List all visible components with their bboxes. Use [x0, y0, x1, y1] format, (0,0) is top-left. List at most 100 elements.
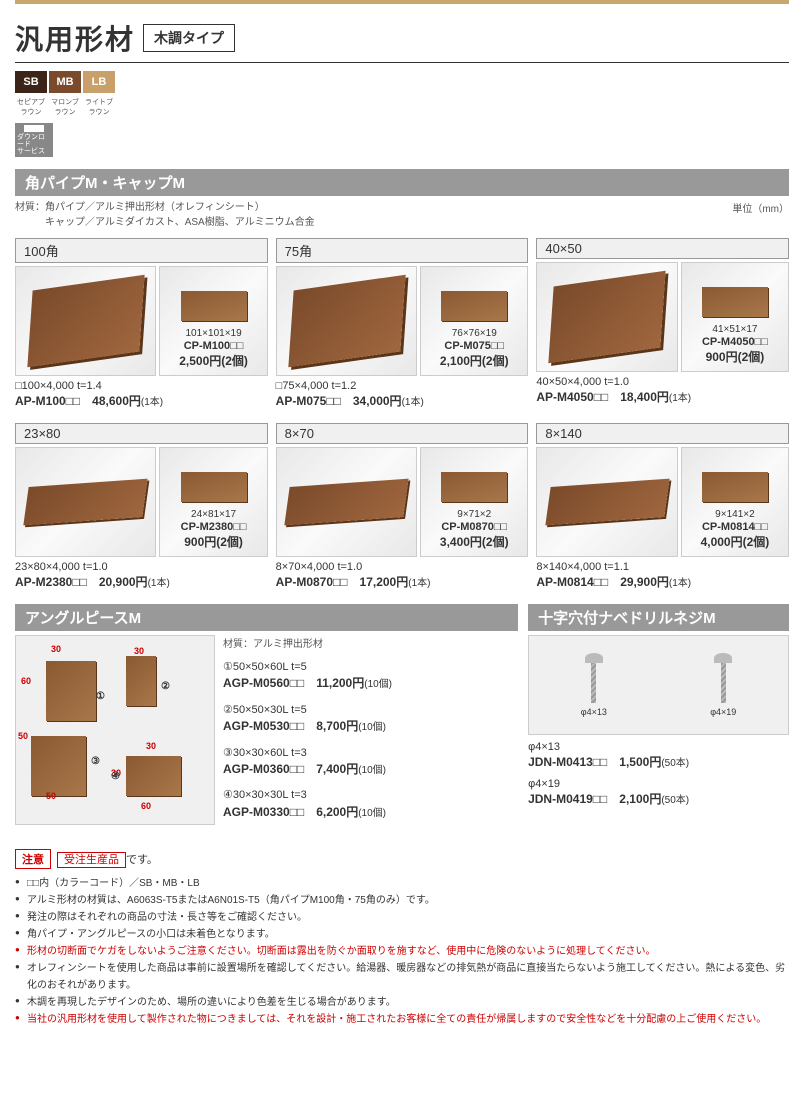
product-card: 8×140 9×141×2 CP-M0814□□ 4,000円(2個) 8×14…: [536, 423, 789, 590]
product-header: 40×50: [536, 238, 789, 259]
product-spec: 23×80×4,000 t=1.0: [15, 561, 268, 573]
cap-code: CP-M100□□: [184, 340, 244, 352]
product-code-price: AP-M4050□□ 18,400円(1本): [536, 388, 789, 405]
cap-code: CP-M075□□: [444, 340, 504, 352]
notes-list: □□内（カラーコード）／SB・MB・LBアルミ形材の材質は、A6063S-T5ま…: [15, 875, 789, 1028]
product-image-cap: 101×101×19 CP-M100□□ 2,500円(2個): [159, 266, 267, 376]
note-item: 発注の際はそれぞれの商品の寸法・長さ等をご確認ください。: [15, 909, 789, 926]
order-suffix: です。: [126, 854, 158, 866]
product-card: 8×70 9×71×2 CP-M0870□□ 3,400円(2個) 8×70×4…: [276, 423, 529, 590]
product-image-cap: 24×81×17 CP-M2380□□ 900円(2個): [159, 447, 267, 557]
cap-price: 4,000円(2個): [701, 533, 770, 550]
product-code-price: AP-M075□□ 34,000円(1本): [276, 392, 529, 409]
screw-image: φ4×13 φ4×19: [528, 635, 789, 735]
angle-piece-block: アングルピースM 30 60 50 50 30 30 60 30 ① ② ③ ④: [15, 604, 518, 831]
product-code-price: AP-M0814□□ 29,900円(1本): [536, 573, 789, 590]
product-spec: 40×50×4,000 t=1.0: [536, 376, 789, 388]
caution-badge: 注意: [15, 849, 51, 869]
cap-price: 900円(2個): [184, 533, 243, 550]
product-image-main: [276, 266, 417, 376]
cap-code: CP-M2380□□: [181, 521, 247, 533]
cap-dim: 101×101×19: [185, 327, 241, 340]
screw-icon: φ4×13: [574, 653, 614, 717]
angle-item: ②50×50×30L t=5 AGP-M0530□□ 8,700円(10個): [223, 703, 518, 736]
screw-item: φ4×13 JDN-M0413□□ 1,500円(50本): [528, 741, 789, 770]
product-spec: □75×4,000 t=1.2: [276, 380, 529, 392]
cap-price: 3,400円(2個): [440, 533, 509, 550]
angle-item: ④30×30×30L t=3 AGP-M0330□□ 6,200円(10個): [223, 788, 518, 821]
product-image-cap: 76×76×19 CP-M075□□ 2,100円(2個): [420, 266, 528, 376]
color-swatch: SB: [15, 71, 47, 93]
note-item: 木調を再現したデザインのため、場所の違いにより色差を生じる場合があります。: [15, 994, 789, 1011]
cap-price: 2,500円(2個): [179, 352, 248, 369]
product-header: 23×80: [15, 423, 268, 444]
type-badge: 木調タイプ: [143, 24, 235, 52]
product-row-1: 100角 101×101×19 CP-M100□□ 2,500円(2個) □10…: [15, 238, 789, 409]
note-item: アルミ形材の材質は、A6063S-T5またはA6N01S-T5（角パイプM100…: [15, 892, 789, 909]
product-header: 100角: [15, 238, 268, 263]
angle-diagram: 30 60 50 50 30 30 60 30 ① ② ③ ④: [15, 635, 215, 825]
order-product-line: 受注生産品です。: [57, 851, 158, 867]
angle-item-list: 材質：アルミ押出形材 ①50×50×60L t=5 AGP-M0560□□ 11…: [223, 635, 518, 831]
screw-item: φ4×19 JDN-M0419□□ 2,100円(50本): [528, 778, 789, 807]
swatch-label: ライトブラウン: [83, 97, 115, 117]
download-service-icon: ダウンロード サービス: [15, 123, 53, 157]
dl-service-text: ダウンロード サービス: [17, 134, 51, 155]
product-image-main: [15, 266, 156, 376]
screw-block: 十字穴付ナベドリルネジM φ4×13 φ4×19 φ4×13 JDN-M0413…: [528, 604, 789, 831]
angle-item: ③30×30×60L t=3 AGP-M0360□□ 7,400円(10個): [223, 746, 518, 779]
material-row: 材質：角パイプ／アルミ押出形材（オレフィンシート） キャップ／アルミダイカスト、…: [15, 200, 789, 230]
cap-dim: 76×76×19: [452, 327, 497, 340]
note-item: 当社の汎用形材を使用して製作された物につきましては、それを設計・施工されたお客様…: [15, 1011, 789, 1028]
cap-price: 2,100円(2個): [440, 352, 509, 369]
product-spec: 8×70×4,000 t=1.0: [276, 561, 529, 573]
swatch-label: セピアブラウン: [15, 97, 47, 117]
cap-dim: 9×71×2: [457, 508, 491, 521]
product-card: 100角 101×101×19 CP-M100□□ 2,500円(2個) □10…: [15, 238, 268, 409]
section-title-angle: アングルピースM: [15, 604, 518, 631]
product-image-main: [536, 262, 677, 372]
notes-section: 注意 受注生産品です。 □□内（カラーコード）／SB・MB・LBアルミ形材の材質…: [15, 849, 789, 1028]
product-image-main: [536, 447, 677, 557]
swatch-label: マロンブラウン: [49, 97, 81, 117]
order-badge: 受注生産品: [57, 852, 126, 868]
product-card: 23×80 24×81×17 CP-M2380□□ 900円(2個) 23×80…: [15, 423, 268, 590]
angle-item: ①50×50×60L t=5 AGP-M0560□□ 11,200円(10個): [223, 660, 518, 693]
product-code-price: AP-M0870□□ 17,200円(1本): [276, 573, 529, 590]
color-swatches: SBMBLB: [15, 71, 789, 93]
swatch-labels: セピアブラウンマロンブラウンライトブラウン: [15, 97, 789, 117]
section-title-screw: 十字穴付ナベドリルネジM: [528, 604, 789, 631]
cap-code: CP-M4050□□: [702, 336, 768, 348]
product-image-main: [15, 447, 156, 557]
note-item: □□内（カラーコード）／SB・MB・LB: [15, 875, 789, 892]
product-spec: □100×4,000 t=1.4: [15, 380, 268, 392]
cap-dim: 9×141×2: [715, 508, 755, 521]
cap-dim: 41×51×17: [712, 323, 757, 336]
screw-icon: φ4×19: [703, 653, 743, 717]
note-item: 形材の切断面でケガをしないようご注意ください。切断面は露出を防ぐか面取りを施すな…: [15, 943, 789, 960]
note-item: 角パイプ・アングルピースの小口は未着色となります。: [15, 926, 789, 943]
unit-text: 単位（mm）: [732, 200, 789, 215]
page-title: 汎用形材: [15, 18, 135, 58]
product-header: 75角: [276, 238, 529, 263]
page-header: 汎用形材 木調タイプ: [15, 18, 789, 63]
product-code-price: AP-M100□□ 48,600円(1本): [15, 392, 268, 409]
notes-header: 注意 受注生産品です。: [15, 849, 789, 869]
product-code-price: AP-M2380□□ 20,900円(1本): [15, 573, 268, 590]
monitor-icon: [24, 125, 44, 132]
angle-screw-section: アングルピースM 30 60 50 50 30 30 60 30 ① ② ③ ④: [15, 604, 789, 831]
product-header: 8×70: [276, 423, 529, 444]
product-card: 40×50 41×51×17 CP-M4050□□ 900円(2個) 40×50…: [536, 238, 789, 409]
material-text: 材質：角パイプ／アルミ押出形材（オレフィンシート） キャップ／アルミダイカスト、…: [15, 200, 315, 230]
cap-code: CP-M0814□□: [702, 521, 768, 533]
section-title-pipe: 角パイプM・キャップM: [15, 169, 789, 196]
product-image-cap: 41×51×17 CP-M4050□□ 900円(2個): [681, 262, 789, 372]
product-row-2: 23×80 24×81×17 CP-M2380□□ 900円(2個) 23×80…: [15, 423, 789, 590]
top-accent-bar: [15, 0, 789, 8]
cap-price: 900円(2個): [706, 348, 765, 365]
angle-material: 材質：アルミ押出形材: [223, 635, 518, 650]
product-image-cap: 9×141×2 CP-M0814□□ 4,000円(2個): [681, 447, 789, 557]
note-item: オレフィンシートを使用した商品は事前に設置場所を確認してください。給湯器、暖房器…: [15, 960, 789, 994]
cap-code: CP-M0870□□: [441, 521, 507, 533]
product-header: 8×140: [536, 423, 789, 444]
